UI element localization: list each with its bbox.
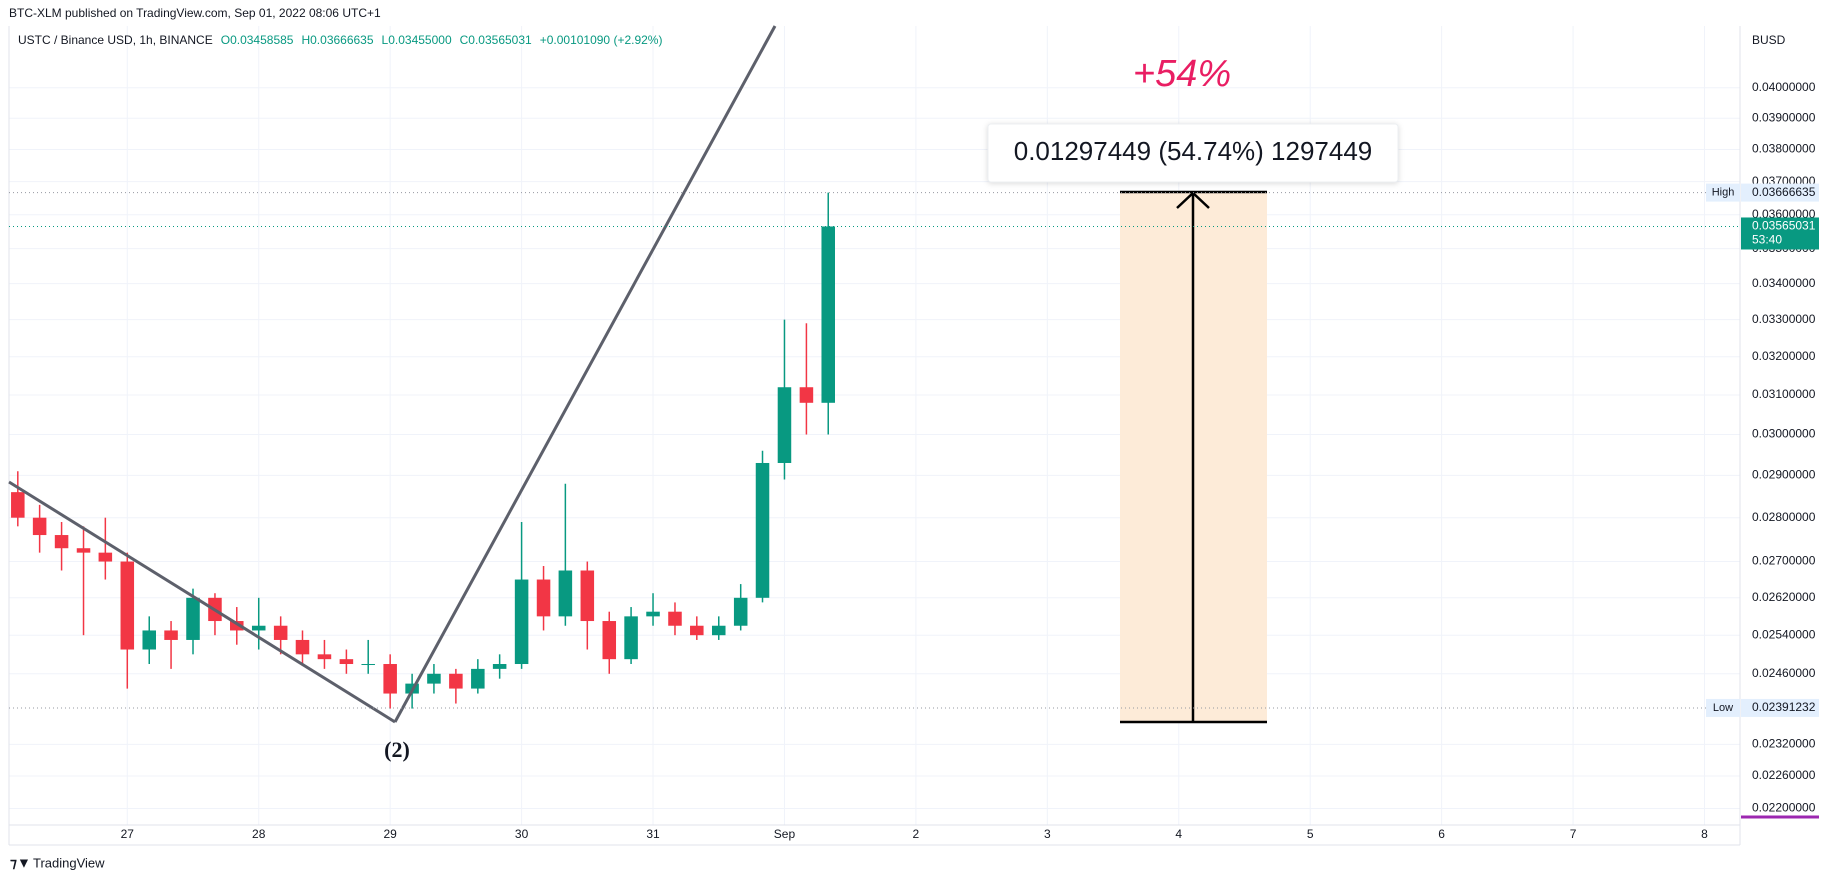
ohlc-value: +0.00101090 (+2.92%) [540, 33, 663, 47]
y-tick-label: 0.03300000 [1752, 312, 1816, 326]
candle-body [471, 668, 485, 689]
candle-body [624, 616, 638, 660]
ohlc-value: C0.03565031 [460, 33, 532, 47]
price-line-tag [1706, 698, 1740, 717]
ohlc-value: L0.03455000 [382, 33, 452, 47]
candle-body [646, 611, 660, 617]
candle-body [580, 570, 595, 622]
y-tick-label: 0.03100000 [1752, 387, 1816, 401]
candle-body [317, 654, 332, 660]
y-tick-label: 0.03400000 [1752, 276, 1816, 290]
candle-body [120, 561, 135, 650]
candle-body [383, 664, 397, 694]
x-tick-label: Sep [774, 827, 796, 841]
x-tick-label: 2 [913, 827, 920, 841]
candle-body [711, 625, 726, 636]
candle-body [295, 639, 310, 655]
candle-body [339, 659, 354, 665]
y-tick-label: 0.02620000 [1752, 590, 1816, 604]
candle-body [514, 579, 529, 665]
measure-box [987, 123, 1399, 183]
x-tick-label: 29 [383, 827, 397, 841]
candle-body [273, 625, 288, 640]
y-tick-label: 0.02200000 [1752, 801, 1816, 815]
symbol-title: USTC / Binance USD, 1h, BINANCE [18, 33, 213, 47]
candle-body [230, 621, 244, 631]
candle-body [558, 570, 573, 617]
x-tick-label: 6 [1438, 827, 1445, 841]
candle-body [186, 597, 200, 640]
candle-body [164, 630, 178, 640]
wave-label: (2) [384, 737, 410, 762]
candle-body [32, 517, 47, 536]
published: BTC-XLM published on TradingView.com, Se… [9, 6, 381, 20]
candle-body [733, 597, 748, 626]
candle-body [427, 673, 441, 684]
candle-body [777, 387, 792, 463]
y-tick-label: 0.03900000 [1752, 110, 1816, 124]
y-tick-label: 0.03600000 [1752, 207, 1816, 221]
candle-body [76, 548, 91, 553]
y-tick-label: 0.02800000 [1752, 510, 1816, 524]
ohlc-value: O0.03458585 [221, 33, 294, 47]
x-tick-label: 4 [1175, 827, 1182, 841]
last-price-countdown: 53:40 [1752, 233, 1782, 247]
candle-body [799, 387, 814, 403]
price-unit: BUSD [1752, 33, 1786, 47]
candle-body [602, 621, 617, 660]
y-tick-label: 0.02540000 [1752, 627, 1816, 641]
price-line-label-bg [1741, 183, 1819, 202]
candle-body [821, 226, 835, 403]
price-line-value: 0.03666635 [1752, 185, 1816, 199]
candle-body [492, 664, 507, 669]
x-tick-label: 28 [252, 827, 266, 841]
candle-body [142, 630, 157, 650]
last-price-label-bg [1741, 217, 1819, 250]
candles [11, 192, 835, 709]
x-tick-label: 7 [1570, 827, 1577, 841]
brand: TradingView [33, 855, 105, 870]
x-tick-label: 31 [646, 827, 660, 841]
candle-body [755, 462, 770, 598]
x-tick-label: 30 [515, 827, 529, 841]
gain-label: +54% [1133, 53, 1231, 95]
y-tick-label: 0.02320000 [1752, 737, 1816, 751]
x-tick-label: 3 [1044, 827, 1051, 841]
y-tick-label: 0.02700000 [1752, 554, 1816, 568]
ohlc-value: H0.03666635 [301, 33, 373, 47]
candle-body [98, 552, 113, 562]
x-tick-label: 5 [1307, 827, 1314, 841]
price-line-value: 0.02391232 [1752, 700, 1816, 714]
y-tick-label: 0.04000000 [1752, 80, 1816, 94]
candle-body [11, 492, 25, 518]
y-tick-label: 0.03200000 [1752, 349, 1816, 363]
brand-logo: ⁊▼ [10, 855, 31, 871]
candle-body [536, 579, 551, 617]
candle-body [54, 535, 69, 549]
price-line-name: Low [1713, 702, 1733, 714]
brand-icon: ⁊▼ [10, 855, 31, 871]
price-line-label-bg [1741, 698, 1819, 717]
trend-line [8, 480, 396, 724]
candle-body [449, 673, 463, 689]
price-line-tag [1706, 183, 1740, 202]
x-tick-label: 8 [1701, 827, 1708, 841]
x-tick-label: 27 [121, 827, 135, 841]
last-price-value: 0.03565031 [1752, 219, 1816, 233]
candle-body [668, 611, 682, 626]
y-tick-label: 0.03800000 [1752, 142, 1816, 156]
candle-body [361, 664, 375, 666]
trend-line [393, 25, 777, 723]
y-tick-label: 0.02900000 [1752, 468, 1816, 482]
candle-body [690, 625, 704, 636]
y-tick-label: 0.03000000 [1752, 427, 1816, 441]
candle-body [251, 625, 266, 631]
y-tick-label: 0.02460000 [1752, 666, 1816, 680]
y-tick-label: 0.02260000 [1752, 768, 1816, 782]
price-line-name: High [1712, 187, 1735, 199]
measure-label: 0.01297449 (54.74%) 1297449 [1014, 136, 1373, 166]
